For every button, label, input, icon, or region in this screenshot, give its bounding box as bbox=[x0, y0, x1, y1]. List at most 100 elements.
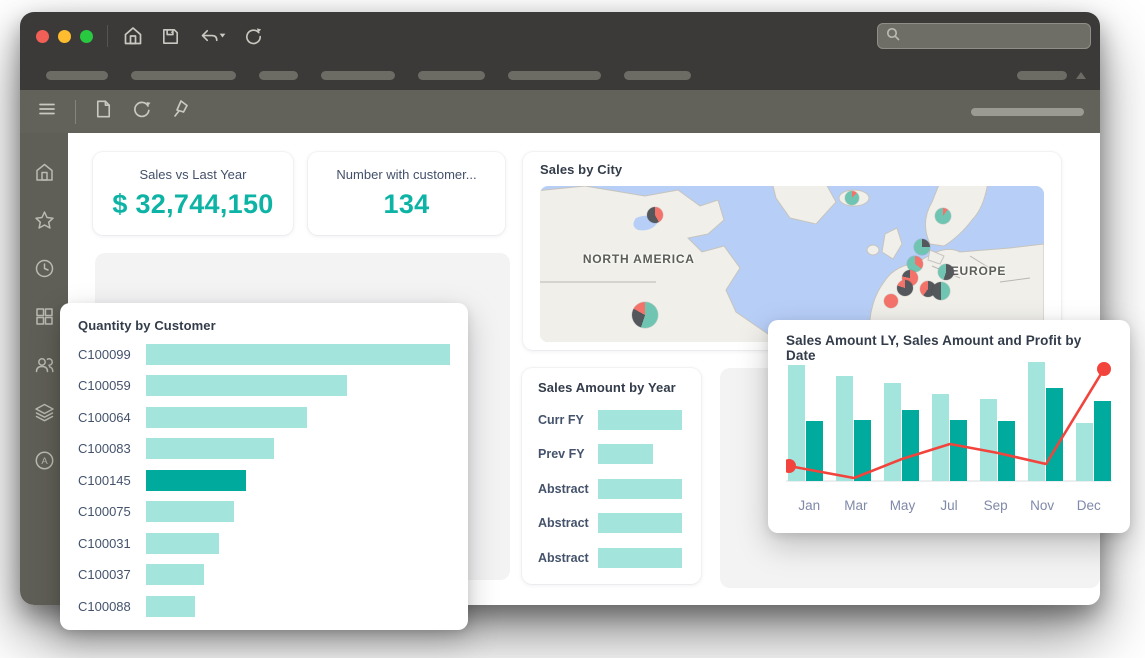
x-axis-label: Nov bbox=[1030, 498, 1055, 513]
save-icon[interactable] bbox=[160, 26, 181, 47]
bar-sales-ly bbox=[1028, 362, 1045, 481]
menu-item-placeholder[interactable] bbox=[418, 70, 485, 80]
map-pie-marker[interactable] bbox=[646, 206, 663, 223]
layers-icon[interactable] bbox=[33, 401, 56, 424]
menu-item-placeholder[interactable] bbox=[321, 70, 395, 80]
bar[interactable] bbox=[598, 444, 654, 464]
bar-category-label: Abstract bbox=[538, 550, 589, 565]
bar-sales-ly bbox=[932, 394, 949, 481]
bar-row: C100031 bbox=[78, 532, 450, 554]
bar-category-label: C100037 bbox=[78, 567, 131, 582]
bar[interactable] bbox=[598, 547, 682, 568]
home-icon[interactable] bbox=[122, 25, 144, 47]
bar-track bbox=[146, 343, 450, 365]
collapse-arrow-icon[interactable] bbox=[1076, 71, 1086, 79]
clock-icon[interactable] bbox=[33, 257, 56, 280]
menu-item-placeholder[interactable] bbox=[46, 70, 108, 80]
menu-item-placeholder[interactable] bbox=[1017, 70, 1067, 80]
bar-sales-ly bbox=[788, 365, 805, 481]
grid-icon[interactable] bbox=[33, 305, 56, 328]
browser-titlebar bbox=[20, 12, 1100, 60]
bar-row: C100064 bbox=[78, 406, 450, 428]
bar-sales bbox=[950, 420, 967, 481]
profit-line bbox=[788, 368, 1106, 480]
world-map[interactable]: NORTH AMERICA EUROPE bbox=[540, 186, 1044, 342]
bar-highlighted[interactable] bbox=[146, 469, 247, 491]
bar-sales bbox=[806, 421, 823, 481]
bar-category-label: C100088 bbox=[78, 598, 131, 614]
quantity-by-customer-card: Quantity by Customer C100099 C100059 C1000… bbox=[60, 303, 468, 630]
refresh-icon[interactable] bbox=[243, 26, 264, 47]
bar-row: Abstract bbox=[538, 547, 682, 568]
hamburger-menu-icon[interactable] bbox=[36, 98, 58, 125]
bar[interactable] bbox=[146, 564, 204, 585]
menu-item-placeholder[interactable] bbox=[508, 70, 601, 80]
kpi-value: $ 32,744,150 bbox=[112, 189, 274, 219]
users-icon[interactable] bbox=[33, 353, 56, 376]
kpi-value: 134 bbox=[383, 189, 430, 219]
bar-category-label: C100064 bbox=[78, 409, 131, 425]
menu-item-placeholder[interactable] bbox=[624, 70, 691, 80]
pin-icon[interactable] bbox=[170, 98, 192, 125]
map-pie-marker[interactable] bbox=[914, 238, 931, 255]
maximize-window-button[interactable] bbox=[80, 29, 93, 43]
bar-row: Abstract bbox=[538, 513, 682, 533]
bar[interactable] bbox=[146, 406, 308, 428]
profit-line-endpoint bbox=[1097, 362, 1111, 376]
menu-item-placeholder[interactable] bbox=[259, 70, 298, 80]
bar[interactable] bbox=[146, 501, 235, 522]
bar-row: C100059 bbox=[78, 375, 450, 396]
map-pie-marker[interactable] bbox=[897, 280, 914, 297]
bar-category-label: C100145 bbox=[78, 472, 131, 488]
reload-icon[interactable] bbox=[131, 98, 153, 125]
bar[interactable] bbox=[146, 532, 219, 554]
bar-sales bbox=[902, 410, 919, 481]
dashboard-canvas: Sales vs Last Year $ 32,744,150 Number w… bbox=[60, 133, 1130, 630]
bar-track bbox=[598, 478, 682, 499]
map-pie-marker[interactable] bbox=[937, 263, 954, 280]
search-icon bbox=[885, 26, 901, 47]
bar[interactable] bbox=[146, 375, 347, 396]
map-pie-marker[interactable] bbox=[844, 190, 859, 205]
bar[interactable] bbox=[146, 438, 274, 459]
map-pie-marker[interactable] bbox=[632, 302, 659, 329]
bar-row: C100088 bbox=[78, 595, 450, 617]
search-input[interactable] bbox=[901, 28, 1083, 44]
document-icon[interactable] bbox=[93, 98, 114, 125]
account-a-icon[interactable]: A bbox=[33, 449, 56, 472]
bar-sales bbox=[998, 421, 1015, 481]
bar[interactable] bbox=[146, 595, 195, 617]
bar-track bbox=[146, 406, 450, 428]
bar-sales bbox=[1046, 388, 1063, 481]
star-icon[interactable] bbox=[33, 209, 56, 232]
home-icon[interactable] bbox=[33, 161, 56, 184]
bar-row: C100075 bbox=[78, 501, 450, 522]
bar-row: C100037 bbox=[78, 564, 450, 585]
map-pie-marker[interactable] bbox=[883, 294, 898, 309]
map-pie-marker[interactable] bbox=[907, 256, 924, 272]
bar-category-label: C100099 bbox=[78, 346, 131, 362]
close-window-button[interactable] bbox=[36, 29, 49, 43]
map-pie-marker[interactable] bbox=[934, 207, 951, 224]
minimize-window-button[interactable] bbox=[58, 29, 71, 43]
combo-chart[interactable] bbox=[782, 341, 1112, 491]
kpi-label: Number with customer... bbox=[336, 167, 477, 182]
bar-row: Curr FY bbox=[538, 409, 682, 430]
bar[interactable] bbox=[598, 478, 682, 499]
bar[interactable] bbox=[598, 513, 682, 533]
search-field[interactable] bbox=[877, 23, 1091, 49]
bar-track bbox=[146, 564, 450, 585]
menu-item-placeholder[interactable] bbox=[131, 70, 236, 80]
bar-row: C100099 bbox=[78, 343, 450, 365]
x-axis-label: Mar bbox=[844, 498, 868, 513]
toolbar-label-placeholder bbox=[971, 107, 1084, 116]
map-pie-marker[interactable] bbox=[931, 281, 950, 300]
bar[interactable] bbox=[598, 409, 682, 430]
undo-icon[interactable] bbox=[197, 26, 227, 47]
bar[interactable] bbox=[146, 343, 450, 365]
traffic-lights bbox=[20, 29, 107, 43]
bar-track bbox=[146, 501, 450, 522]
year-bar-chart: Curr FY Prev FY Abstract Abstract Abstract bbox=[538, 409, 682, 568]
sales-by-city-card: Sales by City bbox=[523, 152, 1061, 350]
bar-category-label: Abstract bbox=[538, 481, 589, 496]
